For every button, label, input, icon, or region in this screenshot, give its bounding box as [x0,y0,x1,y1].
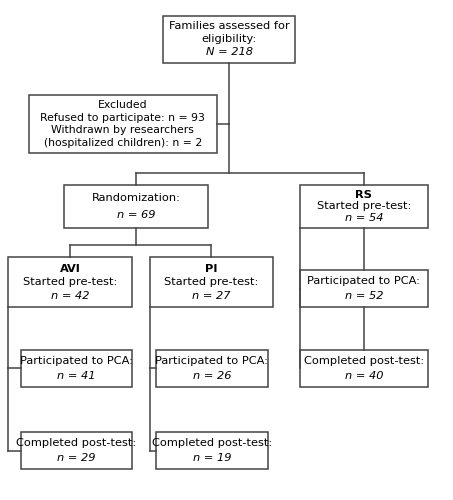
Text: Completed post-test:: Completed post-test: [304,356,424,366]
Text: RS: RS [355,190,372,200]
Text: eligibility:: eligibility: [202,34,257,44]
Text: (hospitalized children): n = 2: (hospitalized children): n = 2 [43,138,202,148]
Text: Started pre-test:: Started pre-test: [23,278,117,287]
Text: n = 54: n = 54 [344,213,383,223]
Text: Refused to participate: n = 93: Refused to participate: n = 93 [40,113,205,123]
FancyBboxPatch shape [149,258,273,308]
FancyBboxPatch shape [300,185,428,228]
FancyBboxPatch shape [9,258,132,308]
Text: Completed post-test:: Completed post-test: [16,438,137,448]
Text: n = 40: n = 40 [344,370,383,380]
Text: Started pre-test:: Started pre-test: [164,278,259,287]
Text: Started pre-test:: Started pre-test: [317,202,411,211]
FancyBboxPatch shape [21,350,132,387]
Text: n = 41: n = 41 [58,370,96,380]
Text: n = 26: n = 26 [193,370,231,380]
Text: n = 29: n = 29 [58,453,96,463]
Text: Randomization:: Randomization: [92,193,181,203]
FancyBboxPatch shape [156,350,268,387]
FancyBboxPatch shape [21,432,132,470]
Text: Excluded: Excluded [98,100,148,110]
Text: n = 19: n = 19 [193,453,231,463]
Text: Participated to PCA:: Participated to PCA: [155,356,269,366]
FancyBboxPatch shape [300,350,428,387]
Text: N = 218: N = 218 [206,48,253,58]
FancyBboxPatch shape [64,185,208,228]
Text: Participated to PCA:: Participated to PCA: [307,276,420,286]
FancyBboxPatch shape [163,16,295,63]
Text: Families assessed for: Families assessed for [169,21,289,31]
FancyBboxPatch shape [300,270,428,308]
Text: AVI: AVI [60,264,81,274]
Text: n = 27: n = 27 [192,292,231,302]
Text: n = 52: n = 52 [344,291,383,301]
Text: n = 69: n = 69 [117,210,155,220]
Text: Completed post-test:: Completed post-test: [152,438,272,448]
FancyBboxPatch shape [156,432,268,470]
FancyBboxPatch shape [29,96,217,153]
Text: Participated to PCA:: Participated to PCA: [20,356,133,366]
Text: PI: PI [205,264,217,274]
Text: n = 42: n = 42 [51,292,89,302]
Text: Withdrawn by researchers: Withdrawn by researchers [51,126,194,136]
